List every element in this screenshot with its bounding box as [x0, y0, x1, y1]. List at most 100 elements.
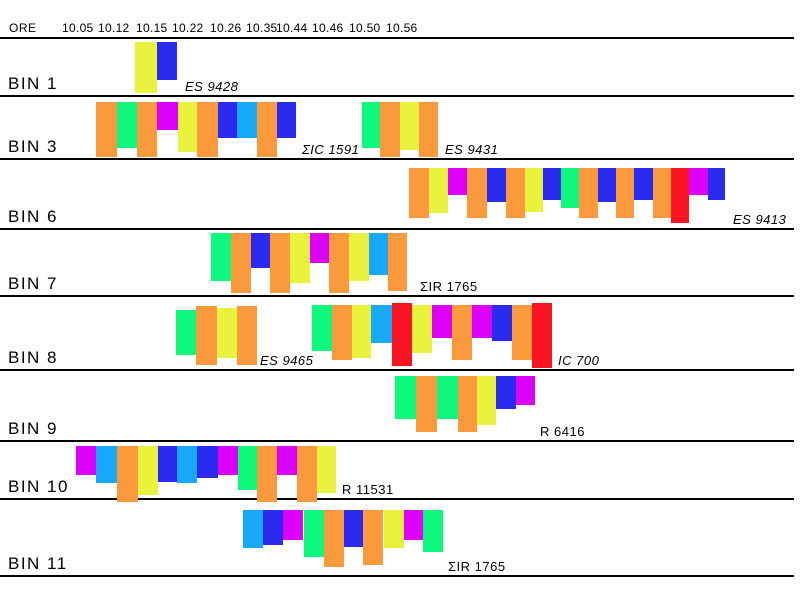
occupancy-bar[interactable]: [516, 376, 535, 405]
occupancy-bar[interactable]: [429, 168, 448, 213]
occupancy-bar[interactable]: [525, 168, 543, 212]
occupancy-bar[interactable]: [708, 168, 725, 200]
occupancy-bar[interactable]: [472, 305, 492, 338]
occupancy-bar[interactable]: [452, 305, 472, 360]
occupancy-bar[interactable]: [251, 233, 270, 268]
occupancy-bar[interactable]: [671, 168, 689, 223]
occupancy-bar[interactable]: [496, 376, 516, 409]
occupancy-bar[interactable]: [218, 446, 238, 475]
occupancy-bar[interactable]: [176, 310, 196, 355]
occupancy-bar[interactable]: [96, 102, 117, 157]
occupancy-bar[interactable]: [432, 305, 452, 338]
occupancy-bar[interactable]: [384, 510, 404, 548]
occupancy-bar[interactable]: [138, 446, 158, 495]
train-code-label: ES 9431: [445, 142, 499, 157]
occupancy-bar[interactable]: [178, 102, 197, 152]
occupancy-bar[interactable]: [363, 510, 383, 565]
occupancy-bar[interactable]: [324, 510, 344, 567]
train-code-label: ΣIR 1765: [420, 279, 478, 294]
occupancy-bar[interactable]: [237, 306, 257, 365]
occupancy-bar[interactable]: [196, 306, 217, 365]
occupancy-bar[interactable]: [290, 233, 310, 283]
occupancy-bar[interactable]: [467, 168, 487, 218]
occupancy-bar[interactable]: [458, 376, 477, 432]
occupancy-bar[interactable]: [616, 168, 634, 218]
occupancy-bar[interactable]: [158, 446, 177, 482]
occupancy-bar[interactable]: [135, 42, 157, 93]
occupancy-bar[interactable]: [157, 42, 177, 80]
time-tick-label: 10.56: [386, 21, 418, 35]
occupancy-bar[interactable]: [579, 168, 598, 218]
occupancy-bar[interactable]: [270, 233, 290, 293]
occupancy-bar[interactable]: [137, 102, 157, 157]
occupancy-bar[interactable]: [218, 102, 237, 138]
occupancy-bar[interactable]: [317, 446, 336, 493]
occupancy-bar[interactable]: [157, 102, 178, 130]
occupancy-bar[interactable]: [238, 446, 257, 490]
occupancy-bar[interactable]: [76, 446, 96, 475]
occupancy-bar[interactable]: [371, 305, 392, 343]
train-code-label: ES 9413: [733, 212, 787, 227]
occupancy-bar[interactable]: [231, 233, 251, 293]
occupancy-bar[interactable]: [217, 308, 237, 358]
occupancy-bar[interactable]: [277, 446, 297, 475]
occupancy-bar[interactable]: [689, 168, 708, 195]
occupancy-bar[interactable]: [352, 305, 371, 358]
occupancy-bar[interactable]: [395, 376, 416, 419]
occupancy-bar[interactable]: [117, 446, 138, 502]
occupancy-bar[interactable]: [404, 510, 423, 540]
occupancy-bar[interactable]: [310, 233, 329, 263]
occupancy-bar[interactable]: [598, 168, 616, 202]
occupancy-bar[interactable]: [409, 168, 429, 218]
occupancy-bar[interactable]: [96, 446, 117, 483]
occupancy-bar[interactable]: [211, 233, 231, 281]
occupancy-bar[interactable]: [512, 305, 532, 360]
occupancy-bar[interactable]: [312, 305, 332, 351]
occupancy-bar[interactable]: [416, 376, 437, 432]
occupancy-bar[interactable]: [392, 303, 412, 366]
occupancy-bar[interactable]: [492, 305, 512, 341]
occupancy-bar[interactable]: [388, 233, 407, 291]
occupancy-bar[interactable]: [117, 102, 137, 148]
occupancy-bar[interactable]: [448, 168, 467, 195]
occupancy-bar[interactable]: [543, 168, 561, 200]
occupancy-bar[interactable]: [362, 102, 380, 148]
row-baseline: [0, 228, 794, 230]
occupancy-bar[interactable]: [197, 102, 218, 157]
occupancy-bar[interactable]: [437, 376, 458, 419]
platform-label: BIN 6: [8, 207, 59, 226]
row-baseline: [0, 498, 794, 500]
occupancy-bar[interactable]: [506, 168, 525, 218]
occupancy-bar[interactable]: [197, 446, 218, 478]
occupancy-bar[interactable]: [349, 233, 369, 281]
occupancy-bar[interactable]: [423, 510, 443, 552]
occupancy-bar[interactable]: [532, 303, 552, 368]
row-baseline: [0, 575, 794, 577]
occupancy-bar[interactable]: [344, 510, 363, 547]
occupancy-bar[interactable]: [257, 102, 277, 157]
occupancy-bar[interactable]: [257, 446, 277, 502]
occupancy-bar[interactable]: [634, 168, 653, 200]
occupancy-bar[interactable]: [283, 510, 303, 540]
occupancy-bar[interactable]: [477, 376, 496, 425]
occupancy-bar[interactable]: [332, 305, 352, 360]
occupancy-bar[interactable]: [237, 102, 257, 138]
occupancy-bar[interactable]: [412, 305, 432, 353]
occupancy-bar[interactable]: [177, 446, 197, 483]
occupancy-bar[interactable]: [297, 446, 317, 502]
occupancy-bar[interactable]: [243, 510, 263, 548]
occupancy-bar[interactable]: [277, 102, 296, 138]
occupancy-bar[interactable]: [380, 102, 400, 157]
time-tick-label: 10.12: [98, 21, 130, 35]
occupancy-bar[interactable]: [419, 102, 438, 157]
occupancy-bar[interactable]: [487, 168, 506, 202]
occupancy-bar[interactable]: [263, 510, 283, 545]
occupancy-bar[interactable]: [561, 168, 579, 208]
occupancy-bar[interactable]: [400, 102, 419, 150]
train-code-label: ES 9465: [260, 353, 314, 368]
occupancy-bar[interactable]: [304, 510, 324, 557]
occupancy-bar[interactable]: [329, 233, 349, 293]
occupancy-bar[interactable]: [369, 233, 388, 275]
occupancy-bar[interactable]: [653, 168, 671, 218]
